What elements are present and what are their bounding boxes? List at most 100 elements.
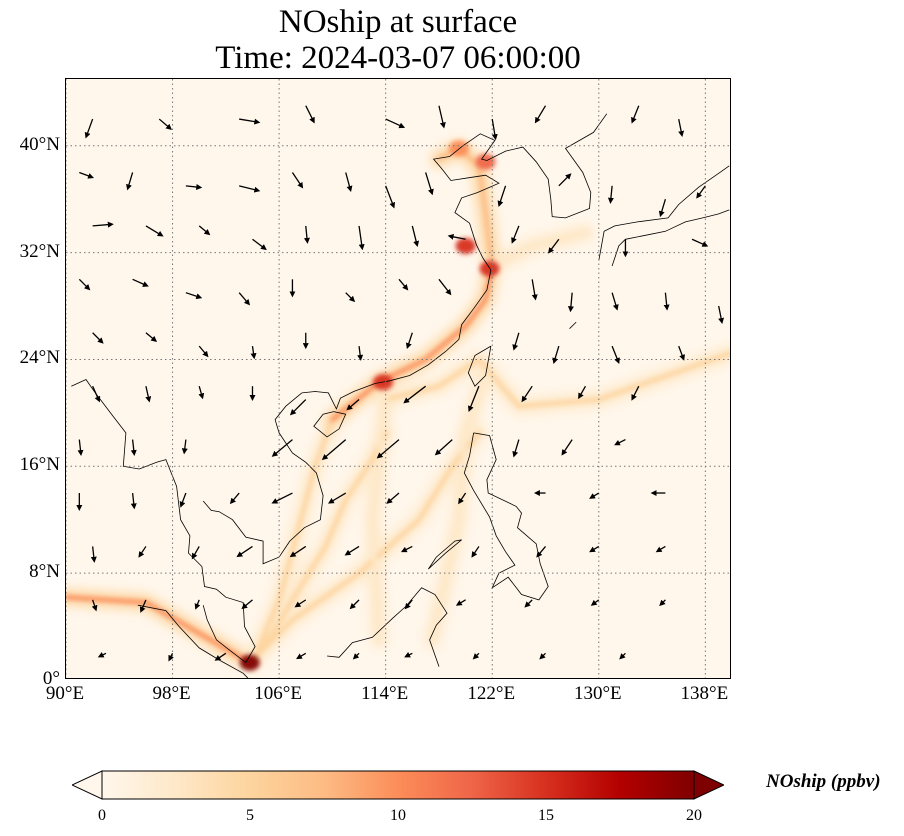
colorbar-gradient [101, 770, 695, 800]
wind-vector [345, 292, 356, 303]
wind-vector [271, 439, 293, 457]
wind-vector [250, 346, 257, 360]
wind-vector [447, 233, 466, 240]
wind-vector [305, 105, 315, 124]
longitude-tick-label: 122°E [467, 683, 516, 704]
wind-vector [611, 345, 620, 364]
wind-vector [358, 225, 365, 251]
wind-vector [578, 385, 587, 400]
map-panel [65, 78, 731, 679]
wind-vector [84, 118, 94, 139]
wind-vector [659, 599, 666, 607]
wind-vector [531, 279, 538, 301]
wind-vector [678, 345, 685, 361]
wind-vector [139, 599, 147, 613]
wind-vector [631, 105, 640, 124]
latitude-tick-label: 8°N [29, 561, 60, 583]
wind-vector [349, 599, 360, 610]
latitude-tick-label: 40°N [19, 133, 60, 155]
wind-vector [357, 346, 364, 361]
latitude-tick-label: 0° [42, 668, 60, 689]
wind-vector [534, 105, 547, 124]
coastline [327, 587, 448, 667]
colorbar-low-extension [70, 770, 103, 800]
wind-vector [90, 546, 97, 563]
wind-vector [303, 225, 310, 244]
longitude-tick-label: 98°E [152, 683, 191, 704]
wind-vector [691, 238, 709, 247]
wind-vector [386, 492, 400, 504]
wind-vector [181, 439, 188, 455]
wind-vector [296, 652, 307, 660]
coastline [463, 432, 549, 601]
wind-vector [92, 221, 114, 228]
wind-vector [590, 599, 600, 606]
wind-vector [376, 439, 400, 459]
wind-vector [614, 439, 626, 446]
wind-vector [185, 184, 203, 190]
wind-vector [512, 332, 520, 351]
wind-vector [398, 278, 409, 291]
colorbar [70, 770, 726, 800]
map-canvas [66, 79, 730, 678]
wind-vector [548, 238, 560, 254]
ship-lane [247, 430, 482, 666]
wind-vector [696, 185, 706, 199]
wind-vector [472, 652, 480, 660]
coastline [427, 539, 462, 570]
wind-vector [607, 185, 614, 204]
longitude-tick-label: 114°E [361, 683, 409, 704]
wind-vector [352, 652, 360, 660]
wind-vector [524, 599, 533, 608]
coastline [598, 165, 730, 261]
wind-vector [289, 399, 307, 416]
wind-vector [438, 278, 452, 296]
colorbar-tick-label: 0 [98, 807, 106, 824]
wind-vector [471, 546, 480, 558]
wind-vector [138, 546, 147, 558]
wind-vector [521, 385, 533, 403]
longitude-tick-label: 138°E [680, 683, 729, 704]
wind-vector [236, 545, 253, 558]
wind-vector [294, 599, 307, 608]
coastline [301, 113, 608, 410]
wind-vector [458, 492, 467, 505]
wind-vector [238, 292, 251, 306]
emission-hotspot [448, 140, 469, 157]
wind-vector [511, 225, 520, 244]
longitude-tick-label: 90°E [45, 683, 85, 704]
wind-vector [552, 345, 560, 365]
wind-vector [678, 118, 685, 138]
coastline [202, 605, 247, 663]
wind-vector [145, 386, 152, 403]
ship-lane [383, 350, 730, 409]
wind-vector [344, 545, 360, 556]
wind-vector [631, 385, 640, 401]
coastline [569, 321, 577, 329]
wind-vector [589, 492, 600, 499]
wind-vector [97, 652, 107, 658]
wind-vector [455, 599, 466, 606]
colorbar-tick-label: 15 [538, 807, 554, 824]
coastline [71, 378, 256, 663]
emission-hotspot [239, 654, 260, 671]
longitude-tick-label: 106°E [254, 683, 302, 704]
wind-vector [145, 332, 158, 343]
wind-vector [404, 599, 413, 610]
wind-vector [619, 652, 626, 660]
ship-lane [329, 263, 495, 423]
map-time-label: Time: 2024-03-07 06:00:00 [215, 40, 581, 76]
wind-vector [191, 546, 200, 560]
wind-vector [91, 599, 98, 612]
wind-vector [179, 492, 187, 508]
wind-vector [718, 305, 725, 325]
coastline [467, 345, 492, 387]
ship-lane [429, 370, 489, 643]
wind-vector [321, 439, 347, 461]
colorbar-label: NOship (ppbv) [766, 771, 881, 792]
wind-vector [92, 385, 101, 403]
wind-vector [130, 439, 137, 456]
wind-vector [512, 439, 520, 458]
wind-vector [229, 492, 240, 505]
wind-vector [198, 345, 209, 358]
